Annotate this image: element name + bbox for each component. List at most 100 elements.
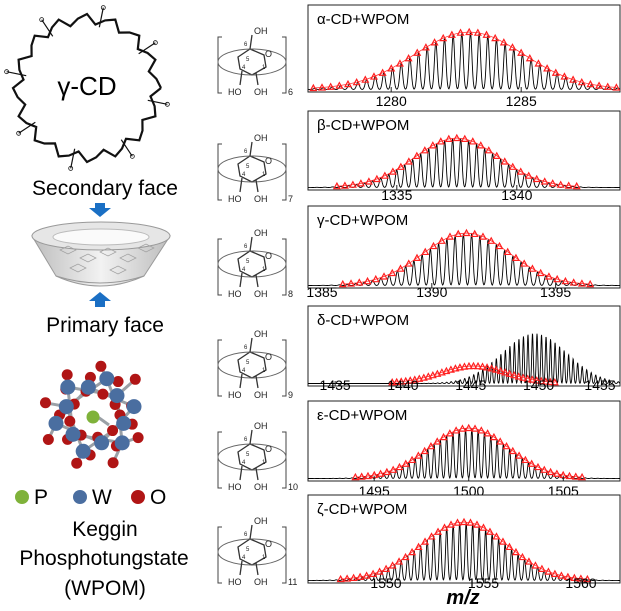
glycosidic-ellipse xyxy=(217,48,287,76)
oh-top-label: OH xyxy=(254,516,268,526)
oh-top-label: OH xyxy=(254,421,268,431)
spectrum-title: ε-CD+WPOM xyxy=(317,407,407,424)
spectrum-panel: α-CD+WPOM 1280 1285 xyxy=(307,4,621,109)
repeat-count-label: 11 xyxy=(288,577,297,587)
c3-oh-bond xyxy=(239,373,243,389)
c2-oh-bond xyxy=(255,179,259,193)
macrocycle-ring xyxy=(11,12,162,164)
simulated-peak-marker xyxy=(540,465,549,473)
simulated-peak-marker xyxy=(437,236,446,244)
ho-left-label: HO xyxy=(228,194,242,204)
simulated-peak-marker xyxy=(534,59,543,67)
simulated-peak-marker xyxy=(401,552,410,561)
macrocycle-substituent xyxy=(6,71,27,77)
c6-bond xyxy=(249,524,253,540)
c6-bond xyxy=(249,141,253,157)
c6-bond xyxy=(249,337,253,353)
simulated-peak-marker xyxy=(388,561,397,569)
simulated-peak-marker xyxy=(401,459,410,467)
oxygen-atom xyxy=(129,373,141,385)
c2-oh-bond xyxy=(255,467,259,481)
simulated-peak-marker xyxy=(487,236,496,244)
c6-label: 6 xyxy=(244,244,248,250)
macrocycle-oxygen xyxy=(4,69,10,75)
c2-oh-bond xyxy=(255,274,259,288)
simulated-peak-marker xyxy=(462,228,471,237)
legend-p-swatch xyxy=(15,490,29,504)
c5-label: 5 xyxy=(246,259,250,265)
oxygen-atom xyxy=(42,433,54,445)
simulated-peak-marker xyxy=(433,437,442,445)
simulated-peak-marker xyxy=(511,253,520,262)
glycosidic-ellipse xyxy=(217,538,287,566)
simulated-peak-marker xyxy=(499,38,508,46)
simulated-peak-marker xyxy=(479,523,488,531)
phosphorus-atom xyxy=(86,410,100,424)
simulated-peak-marker xyxy=(420,146,429,154)
simulated-peak-marker xyxy=(440,523,449,531)
spectrum-panel: β-CD+WPOM 1335 1340 xyxy=(307,110,621,203)
simulated-peak-marker xyxy=(388,167,397,175)
right-bracket xyxy=(282,238,287,296)
simulated-peak-marker xyxy=(439,432,448,441)
tungsten-atom xyxy=(75,443,91,459)
glycosidic-ellipse xyxy=(217,351,287,379)
spectrum-title: β-CD+WPOM xyxy=(317,117,409,134)
glucose-unit-structure: OH 6 O 54 1 HO OH 10 xyxy=(217,421,298,492)
c1-label: 1 xyxy=(262,555,266,561)
simulated-peak-marker xyxy=(414,451,423,459)
tungsten-atom xyxy=(99,371,115,387)
simulated-peak-marker xyxy=(560,72,569,80)
simulated-peak-marker xyxy=(395,462,404,471)
c6-label: 6 xyxy=(244,532,248,538)
glycosidic-ellipse xyxy=(217,155,287,183)
c3-oh-bond xyxy=(239,465,243,481)
simulated-peak-marker xyxy=(508,446,517,455)
macrocycle-substituent xyxy=(70,148,76,169)
c6-bond xyxy=(249,429,253,445)
macrocycle-oxygen xyxy=(100,5,106,11)
oh-right-label: OH xyxy=(254,87,268,97)
simulated-peak-marker xyxy=(515,451,524,459)
tungsten-atom xyxy=(109,388,125,404)
atom-legend: P W O xyxy=(15,486,166,509)
simulated-peak-marker xyxy=(413,48,422,56)
repeat-count-label: 9 xyxy=(288,390,293,400)
oh-top-label: OH xyxy=(254,329,268,339)
simulated-peak-marker xyxy=(396,162,405,170)
simulated-peak-marker xyxy=(420,446,429,455)
legend-o-label: O xyxy=(150,486,166,509)
c1-label: 1 xyxy=(262,460,266,466)
simulated-peak-marker xyxy=(503,247,512,256)
ho-left-label: HO xyxy=(228,87,242,97)
x-tick-label: 1445 xyxy=(455,377,486,393)
ho-left-label: HO xyxy=(228,289,242,299)
x-tick-label: 1555 xyxy=(468,575,499,591)
left-illustration-panel: γ-CD Secondary face xyxy=(0,0,210,606)
simulated-peak-marker xyxy=(389,465,398,473)
x-tick-label: 1440 xyxy=(387,377,418,393)
oh-right-label: OH xyxy=(254,194,268,204)
simulated-peak-marker xyxy=(484,146,493,154)
c6-label: 6 xyxy=(244,345,248,351)
repeat-unit-structures: OH 6 O 5 4 1 HO OH 6 OH 6 O 5 4 1 HO OH 7 OH 6 O 5 4 1 HO OH 8 OH 6 O… xyxy=(212,0,308,606)
simulated-envelope xyxy=(342,232,591,285)
simulated-peak-marker xyxy=(517,48,526,56)
c5-label: 5 xyxy=(246,57,250,63)
simulated-peak-marker xyxy=(492,532,501,540)
spectrum-title: ζ-CD+WPOM xyxy=(317,501,407,518)
glucose-unit-structure: OH 6 O 54 1 HO OH 8 xyxy=(217,228,293,299)
simulated-peak-marker xyxy=(536,268,545,277)
c5-label: 5 xyxy=(246,360,250,366)
experimental-trace xyxy=(307,138,620,188)
oxygen-atom xyxy=(64,415,76,427)
simulated-peak-marker xyxy=(404,53,413,62)
macrocycle-label: γ-CD xyxy=(57,71,116,101)
primary-face-label: Primary face xyxy=(46,314,164,337)
repeat-count-label: 6 xyxy=(288,87,293,97)
oh-right-label: OH xyxy=(254,390,268,400)
macrocycle-substituent xyxy=(18,121,36,134)
tungsten-atom xyxy=(114,435,130,451)
c3-oh-bond xyxy=(239,70,243,86)
oxygen-atom xyxy=(39,397,51,409)
